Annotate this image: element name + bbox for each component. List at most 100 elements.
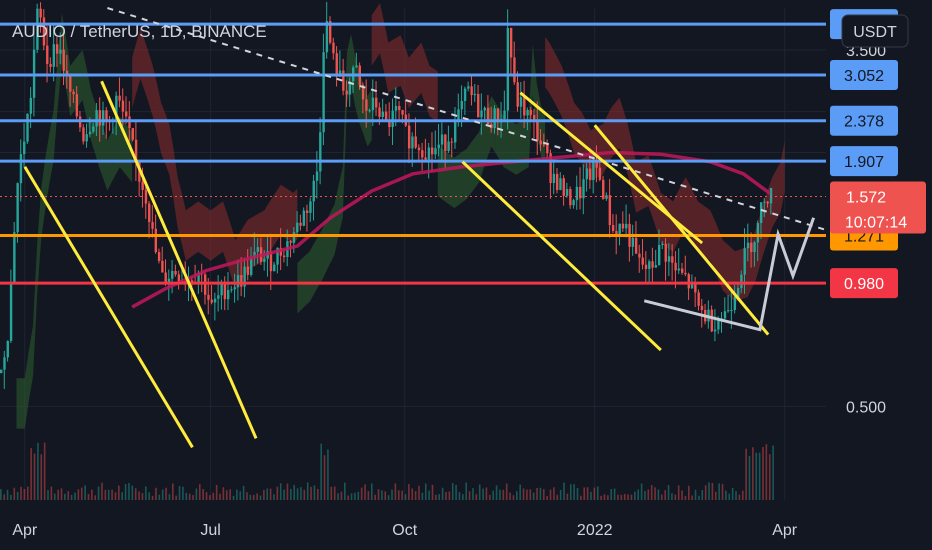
candle-down: [588, 168, 592, 181]
volume-bar: [553, 487, 555, 500]
volume-bar: [735, 491, 737, 500]
price-tag-3.052[interactable]: [830, 60, 898, 91]
price-tag-label: 3.052: [844, 68, 884, 85]
candle-up: [243, 266, 246, 287]
volume-bar: [640, 483, 643, 500]
volume-bar: [67, 491, 70, 500]
candle-up: [85, 134, 88, 142]
candle-down: [151, 222, 154, 229]
volume-bar: [536, 488, 538, 500]
volume-bar: [84, 485, 86, 500]
volume-bar: [374, 494, 376, 500]
candle-up: [677, 268, 681, 271]
candle-up: [631, 237, 635, 247]
candle-up: [230, 289, 233, 291]
countdown-label: 10:07:14: [845, 215, 907, 232]
volume-bar: [232, 495, 235, 500]
volume-bar: [111, 489, 113, 500]
candle-up: [315, 171, 319, 181]
volume-bar: [397, 490, 400, 500]
candle-up: [493, 108, 496, 129]
volume-bar: [198, 484, 201, 500]
price-tag-1.907[interactable]: [830, 146, 898, 177]
volume-bar: [37, 442, 39, 500]
downtrend-dashed-line[interactable]: [107, 7, 827, 231]
volume-bar: [370, 483, 373, 500]
candle-down: [82, 127, 85, 142]
volume-bar: [192, 494, 194, 500]
volume-bar: [475, 494, 478, 500]
volume-bar: [580, 495, 582, 500]
candle-down: [421, 150, 424, 158]
price-tag-2.378[interactable]: [830, 105, 898, 136]
candle-up: [52, 44, 56, 67]
volume-bar: [505, 483, 508, 500]
white-pattern-line[interactable]: [643, 217, 816, 332]
volume-bar: [87, 494, 90, 500]
candle-down: [684, 272, 687, 275]
volume-bar: [647, 489, 650, 500]
cloud-bullish: [495, 44, 546, 175]
current-price-tag[interactable]: [830, 181, 926, 234]
candle-down: [687, 274, 690, 289]
candle-up: [605, 195, 608, 199]
volume-bar: [131, 485, 134, 500]
candle-down: [444, 134, 447, 152]
candle-up: [309, 201, 312, 213]
volume-bar: [141, 492, 144, 500]
x-tick-label: Apr: [772, 522, 798, 539]
volume-bar: [209, 495, 211, 500]
current-price-label: 1.572: [846, 190, 886, 207]
volume-bar: [33, 453, 36, 500]
candle-up: [473, 93, 477, 96]
yellow-trendline[interactable]: [461, 160, 662, 352]
yellow-trendline[interactable]: [23, 165, 194, 449]
candle-down: [595, 160, 598, 168]
volume-bar: [188, 493, 191, 500]
volume-bar: [387, 495, 390, 500]
candle-down: [608, 195, 612, 226]
volume-bar: [674, 494, 677, 500]
yellow-trendline[interactable]: [100, 80, 258, 439]
candle-up: [480, 110, 483, 118]
candle-up: [667, 256, 671, 262]
volume-bar: [60, 488, 63, 500]
candle-down: [174, 270, 177, 275]
candle-down: [562, 178, 565, 196]
volume-bar: [53, 493, 56, 500]
price-tag-0.980[interactable]: [830, 268, 898, 299]
y-tick-label: 0.500: [846, 399, 886, 416]
volume-bar: [576, 488, 579, 500]
candle-up: [483, 107, 487, 111]
currency-button[interactable]: USDT: [841, 14, 909, 48]
volume-bar: [691, 495, 693, 500]
candle-down: [134, 139, 138, 162]
volume-bar: [515, 491, 518, 500]
candle-down: [539, 140, 542, 145]
volume-bar: [451, 483, 454, 500]
candle-up: [740, 274, 743, 289]
price-tag-label: 2.378: [844, 114, 884, 131]
volume-bar: [684, 495, 687, 500]
volume-bar: [343, 482, 346, 500]
candle-down: [177, 274, 181, 283]
candle-down: [305, 210, 309, 213]
yellow-trendline[interactable]: [593, 124, 770, 336]
volume-bar: [593, 487, 596, 500]
volume-bar: [313, 485, 316, 500]
volume-bar: [623, 493, 626, 500]
candle-up: [29, 97, 33, 114]
volume-bar: [195, 488, 198, 500]
candle-up: [322, 52, 325, 133]
candle-down: [365, 99, 368, 111]
price-tag-label: 1.907: [844, 154, 884, 171]
candle-up: [348, 81, 352, 95]
volume-bar: [300, 487, 302, 500]
candle-up: [727, 310, 730, 312]
candle-down: [49, 64, 52, 67]
candle-up: [572, 200, 575, 206]
candle-up: [213, 298, 217, 303]
volume-bar: [519, 484, 521, 500]
candle-up: [371, 97, 375, 111]
